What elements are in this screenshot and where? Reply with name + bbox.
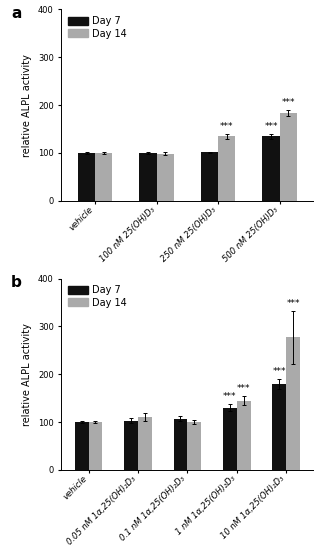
Bar bbox=[138, 417, 152, 470]
Bar bbox=[139, 153, 157, 201]
Legend: Day 7, Day 14: Day 7, Day 14 bbox=[66, 283, 129, 310]
Bar bbox=[237, 401, 251, 470]
Y-axis label: relative ALPL activity: relative ALPL activity bbox=[22, 323, 32, 426]
Text: ***: *** bbox=[273, 367, 286, 376]
Bar bbox=[78, 153, 95, 201]
Bar bbox=[188, 422, 201, 470]
Bar bbox=[75, 422, 89, 470]
Text: ***: *** bbox=[286, 299, 300, 308]
Bar bbox=[280, 113, 297, 201]
Bar bbox=[272, 384, 286, 470]
Text: ***: *** bbox=[264, 122, 278, 131]
Y-axis label: relative ALPL activity: relative ALPL activity bbox=[22, 54, 32, 157]
Text: b: b bbox=[11, 275, 22, 290]
Bar bbox=[174, 419, 188, 470]
Legend: Day 7, Day 14: Day 7, Day 14 bbox=[66, 14, 129, 41]
Bar bbox=[124, 421, 138, 470]
Bar bbox=[89, 422, 102, 470]
Bar bbox=[157, 154, 174, 201]
Text: ***: *** bbox=[281, 98, 295, 108]
Text: ***: *** bbox=[223, 392, 237, 401]
Bar bbox=[218, 136, 235, 201]
Text: ***: *** bbox=[220, 122, 234, 131]
Bar bbox=[223, 408, 237, 470]
Text: ***: *** bbox=[237, 384, 250, 393]
Bar bbox=[95, 153, 112, 201]
Bar bbox=[286, 337, 300, 470]
Bar bbox=[201, 152, 218, 201]
Text: a: a bbox=[11, 6, 21, 20]
Bar bbox=[263, 136, 280, 201]
